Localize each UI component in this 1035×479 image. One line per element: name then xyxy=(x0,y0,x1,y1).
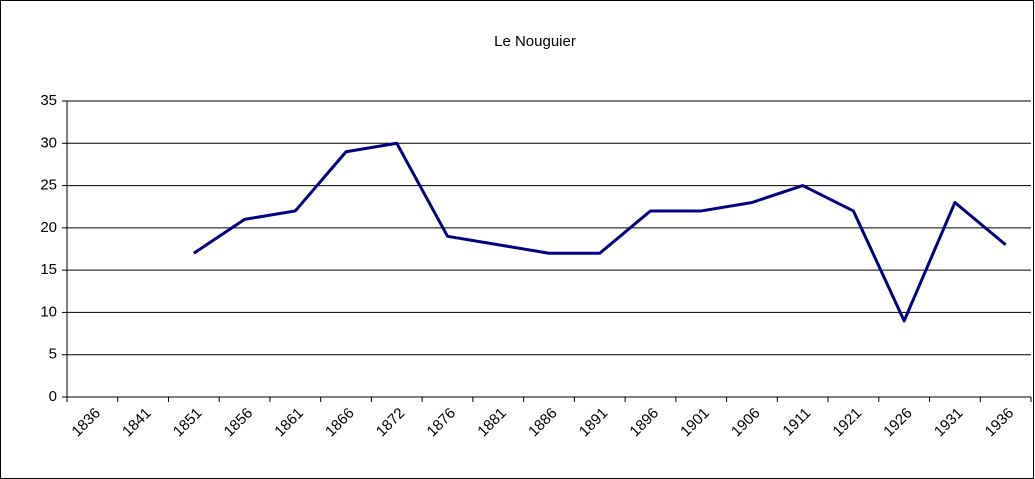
y-tick-label: 20 xyxy=(40,219,57,236)
y-tick-label: 25 xyxy=(40,177,57,194)
y-tick-label: 30 xyxy=(40,134,57,151)
series-line xyxy=(193,141,1007,323)
chart-title: Le Nouguier xyxy=(494,33,576,50)
y-tick-label: 35 xyxy=(40,92,57,109)
y-tick-label: 0 xyxy=(49,388,57,405)
y-tick-label: 15 xyxy=(40,261,57,278)
y-tick-label: 10 xyxy=(40,303,57,320)
y-tick-label: 5 xyxy=(49,346,57,363)
